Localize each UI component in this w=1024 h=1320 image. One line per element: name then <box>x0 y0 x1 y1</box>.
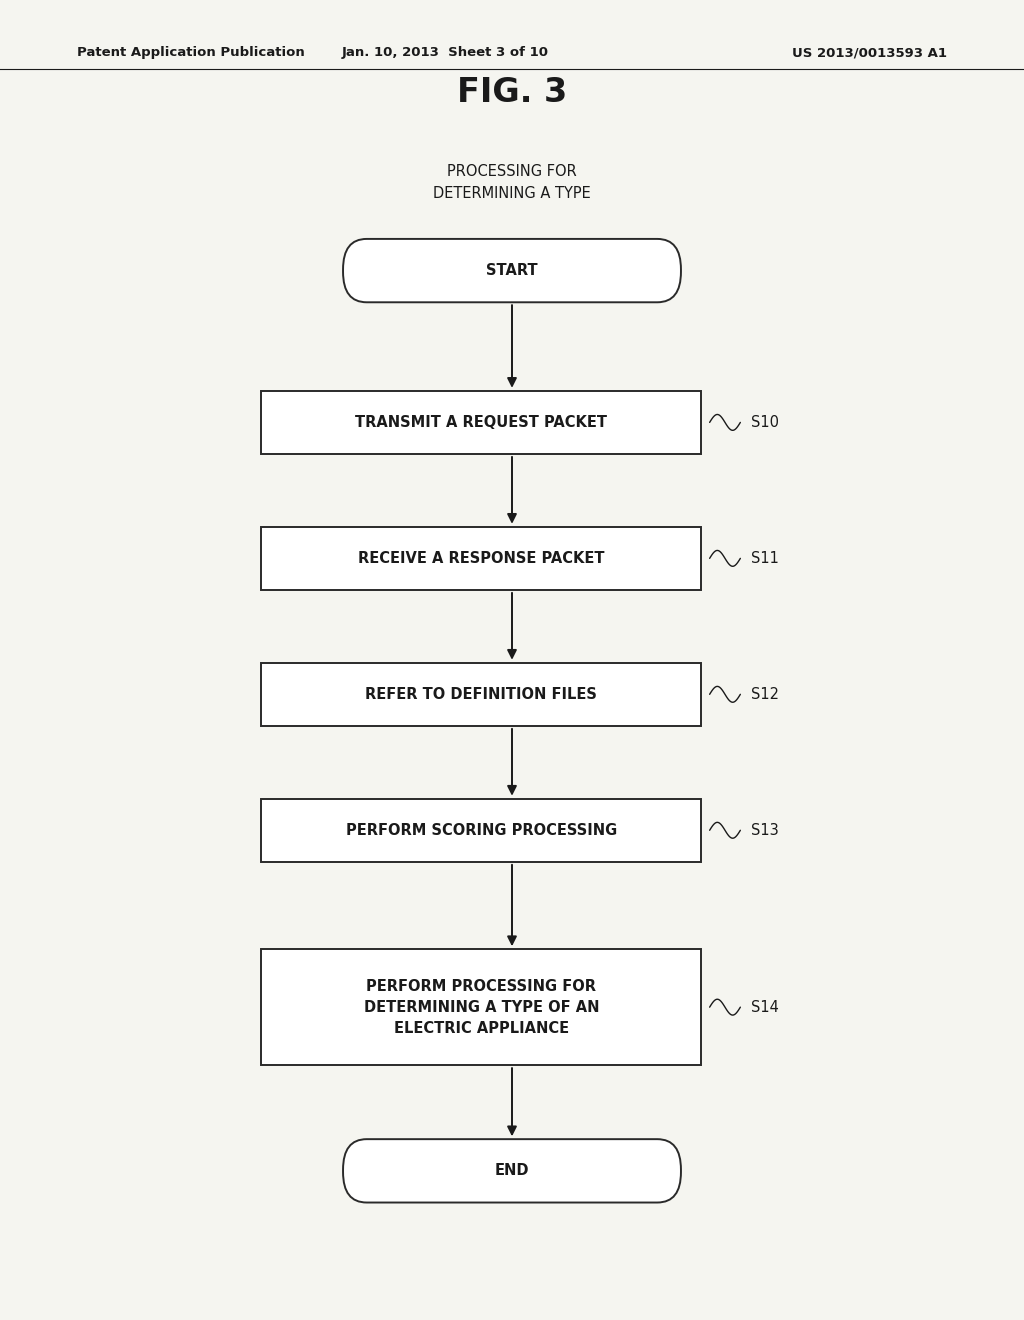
FancyBboxPatch shape <box>343 1139 681 1203</box>
FancyBboxPatch shape <box>261 949 701 1065</box>
Text: RECEIVE A RESPONSE PACKET: RECEIVE A RESPONSE PACKET <box>358 550 604 566</box>
Text: START: START <box>486 263 538 279</box>
Text: PERFORM SCORING PROCESSING: PERFORM SCORING PROCESSING <box>346 822 616 838</box>
Text: S14: S14 <box>751 999 778 1015</box>
Text: S10: S10 <box>751 414 778 430</box>
Text: PERFORM PROCESSING FOR
DETERMINING A TYPE OF AN
ELECTRIC APPLIANCE: PERFORM PROCESSING FOR DETERMINING A TYP… <box>364 978 599 1036</box>
FancyBboxPatch shape <box>261 663 701 726</box>
Text: Patent Application Publication: Patent Application Publication <box>77 46 304 59</box>
FancyBboxPatch shape <box>261 391 701 454</box>
Text: S11: S11 <box>751 550 778 566</box>
FancyBboxPatch shape <box>261 527 701 590</box>
Text: REFER TO DEFINITION FILES: REFER TO DEFINITION FILES <box>366 686 597 702</box>
Text: END: END <box>495 1163 529 1179</box>
FancyBboxPatch shape <box>343 239 681 302</box>
Text: TRANSMIT A REQUEST PACKET: TRANSMIT A REQUEST PACKET <box>355 414 607 430</box>
Text: US 2013/0013593 A1: US 2013/0013593 A1 <box>793 46 947 59</box>
Text: FIG. 3: FIG. 3 <box>457 75 567 108</box>
FancyBboxPatch shape <box>261 799 701 862</box>
Text: S12: S12 <box>751 686 778 702</box>
Text: Jan. 10, 2013  Sheet 3 of 10: Jan. 10, 2013 Sheet 3 of 10 <box>342 46 549 59</box>
Text: PROCESSING FOR
DETERMINING A TYPE: PROCESSING FOR DETERMINING A TYPE <box>433 164 591 201</box>
Text: S13: S13 <box>751 822 778 838</box>
